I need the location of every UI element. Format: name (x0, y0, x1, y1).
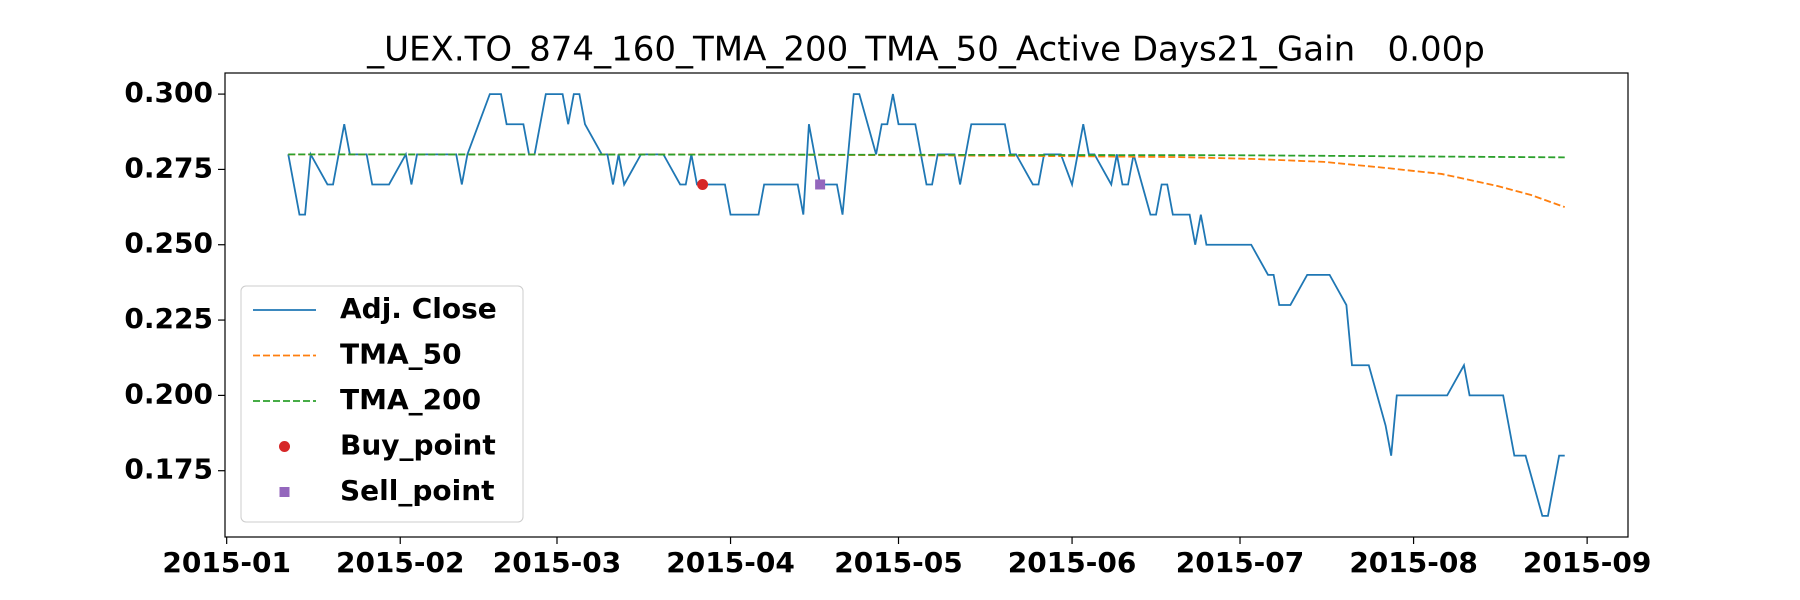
legend-label: Sell_point (340, 474, 495, 507)
chart-title: _UEX.TO_874_160_TMA_200_TMA_50_Active Da… (366, 30, 1485, 70)
legend-label: TMA_50 (340, 338, 462, 371)
legend-label: Buy_point (340, 429, 496, 462)
x-tick-label: 2015-09 (1523, 546, 1652, 579)
x-tick-label: 2015-02 (336, 546, 465, 579)
legend-label: TMA_200 (340, 383, 481, 416)
y-tick-label: 0.275 (124, 151, 213, 184)
y-tick-label: 0.250 (124, 227, 213, 260)
x-tick-label: 2015-03 (493, 546, 622, 579)
x-tick-label: 2015-06 (1008, 546, 1137, 579)
y-tick-label: 0.225 (124, 302, 213, 335)
x-tick-label: 2015-07 (1176, 546, 1305, 579)
sell-point (815, 179, 826, 190)
legend-box (240, 285, 524, 523)
x-tick-label: 2015-08 (1349, 546, 1478, 579)
legend-label: Adj. Close (340, 292, 497, 325)
y-tick-label: 0.300 (124, 76, 213, 109)
y-tick-label: 0.175 (124, 453, 213, 486)
series-line (288, 153, 1565, 159)
y-tick-label: 0.200 (124, 377, 213, 410)
series-line (287, 93, 1565, 517)
legend-marker (279, 441, 290, 452)
x-tick-label: 2015-05 (834, 546, 963, 579)
x-tick-label: 2015-04 (666, 546, 795, 579)
plot-frame (224, 72, 1629, 538)
buy-point (697, 178, 709, 190)
legend-marker (279, 487, 290, 497)
x-tick-label: 2015-01 (162, 546, 291, 579)
